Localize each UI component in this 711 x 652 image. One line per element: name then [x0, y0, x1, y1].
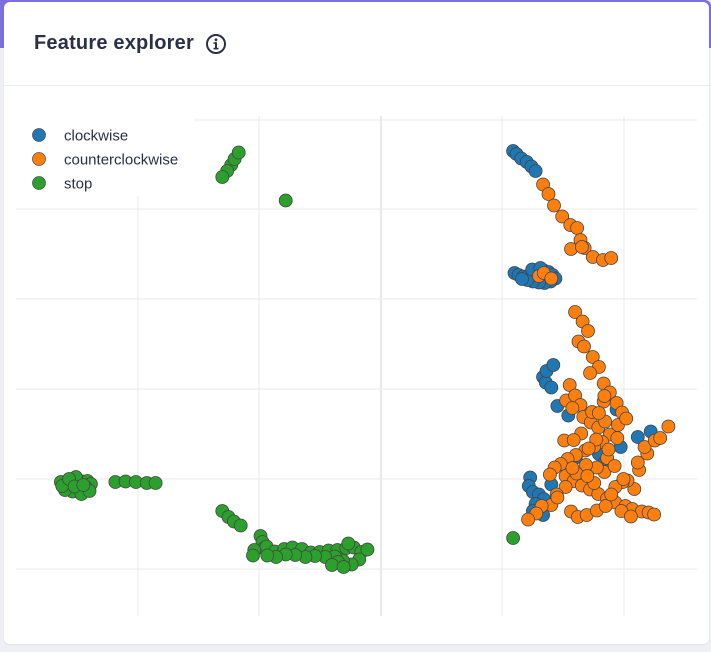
- data-point-clockwise[interactable]: [528, 164, 543, 178]
- data-point-stop[interactable]: [260, 548, 275, 563]
- data-point-counterclockwise[interactable]: [610, 431, 625, 445]
- data-point-counterclockwise[interactable]: [583, 366, 597, 380]
- data-point-counterclockwise[interactable]: [601, 442, 616, 457]
- data-point-counterclockwise[interactable]: [521, 512, 535, 527]
- data-point-counterclockwise[interactable]: [637, 440, 652, 454]
- data-point-counterclockwise[interactable]: [619, 411, 634, 426]
- series-stop: [54, 145, 521, 574]
- legend-marker-stop: [32, 176, 46, 190]
- data-point-counterclockwise[interactable]: [541, 187, 556, 201]
- legend-item-clockwise[interactable]: clockwise: [32, 128, 129, 145]
- data-point-counterclockwise[interactable]: [558, 480, 573, 494]
- data-point-counterclockwise[interactable]: [566, 433, 581, 447]
- data-point-stop[interactable]: [360, 542, 375, 557]
- legend-marker-clockwise: [32, 128, 46, 142]
- card-header: Feature explorer: [4, 2, 709, 86]
- data-point-counterclockwise[interactable]: [565, 401, 580, 415]
- data-point-counterclockwise[interactable]: [592, 406, 606, 420]
- data-point-counterclockwise[interactable]: [550, 490, 565, 505]
- data-point-stop[interactable]: [506, 531, 521, 545]
- data-point-counterclockwise[interactable]: [547, 198, 561, 213]
- scatter-plot-area: clockwise counterclockwise stop: [4, 86, 709, 626]
- data-point-stop[interactable]: [325, 558, 339, 572]
- data-point-counterclockwise[interactable]: [604, 487, 619, 502]
- legend-item-stop[interactable]: stop: [32, 176, 93, 193]
- data-point-counterclockwise[interactable]: [585, 350, 600, 364]
- data-point-counterclockwise[interactable]: [565, 461, 580, 475]
- legend-item-counterclockwise[interactable]: counterclockwise: [32, 152, 179, 169]
- data-point-counterclockwise[interactable]: [580, 469, 595, 483]
- legend-marker-counterclockwise: [32, 152, 46, 166]
- data-point-counterclockwise[interactable]: [616, 472, 631, 486]
- data-point-counterclockwise[interactable]: [577, 339, 591, 354]
- data-point-counterclockwise[interactable]: [544, 271, 559, 286]
- data-point-counterclockwise[interactable]: [661, 419, 676, 434]
- data-point-counterclockwise[interactable]: [589, 432, 604, 447]
- data-point-clockwise[interactable]: [515, 272, 529, 286]
- data-point-counterclockwise[interactable]: [597, 389, 612, 403]
- data-point-counterclockwise[interactable]: [624, 509, 638, 524]
- data-point-stop[interactable]: [233, 518, 248, 533]
- data-point-counterclockwise[interactable]: [647, 507, 661, 522]
- data-point-counterclockwise[interactable]: [570, 221, 584, 235]
- data-point-counterclockwise[interactable]: [568, 305, 582, 319]
- data-point-counterclockwise[interactable]: [653, 431, 668, 445]
- data-point-stop[interactable]: [336, 560, 351, 574]
- data-point-counterclockwise[interactable]: [581, 324, 595, 338]
- series-counterclockwise: [521, 177, 676, 527]
- data-point-clockwise[interactable]: [544, 380, 559, 395]
- scatter-plot[interactable]: clockwise counterclockwise stop: [4, 86, 709, 626]
- data-point-clockwise[interactable]: [546, 358, 561, 372]
- data-point-counterclockwise[interactable]: [630, 455, 645, 470]
- data-point-stop[interactable]: [215, 170, 230, 184]
- data-point-counterclockwise[interactable]: [555, 209, 570, 224]
- data-point-clockwise[interactable]: [630, 430, 645, 444]
- points: [54, 144, 676, 574]
- data-point-counterclockwise[interactable]: [575, 240, 589, 254]
- data-point-counterclockwise[interactable]: [607, 459, 622, 473]
- card-title: Feature explorer: [34, 32, 194, 54]
- data-point-counterclockwise[interactable]: [543, 467, 557, 482]
- data-point-counterclockwise[interactable]: [604, 251, 619, 265]
- data-point-stop[interactable]: [231, 145, 246, 160]
- data-point-stop[interactable]: [76, 478, 91, 492]
- feature-explorer-card: Feature explorer clockwise: [4, 2, 709, 644]
- info-circle-icon[interactable]: [205, 33, 227, 55]
- data-point-counterclockwise[interactable]: [581, 441, 596, 456]
- data-point-stop[interactable]: [278, 193, 293, 208]
- legend-label-stop: stop: [64, 176, 92, 193]
- legend-label-counterclockwise: counterclockwise: [64, 152, 178, 169]
- data-point-stop[interactable]: [246, 548, 260, 563]
- data-point-stop[interactable]: [148, 476, 163, 490]
- data-point-stop[interactable]: [341, 536, 356, 551]
- legend-label-clockwise: clockwise: [64, 128, 128, 145]
- legend: clockwise counterclockwise stop: [14, 116, 194, 196]
- data-point-counterclockwise[interactable]: [598, 499, 613, 513]
